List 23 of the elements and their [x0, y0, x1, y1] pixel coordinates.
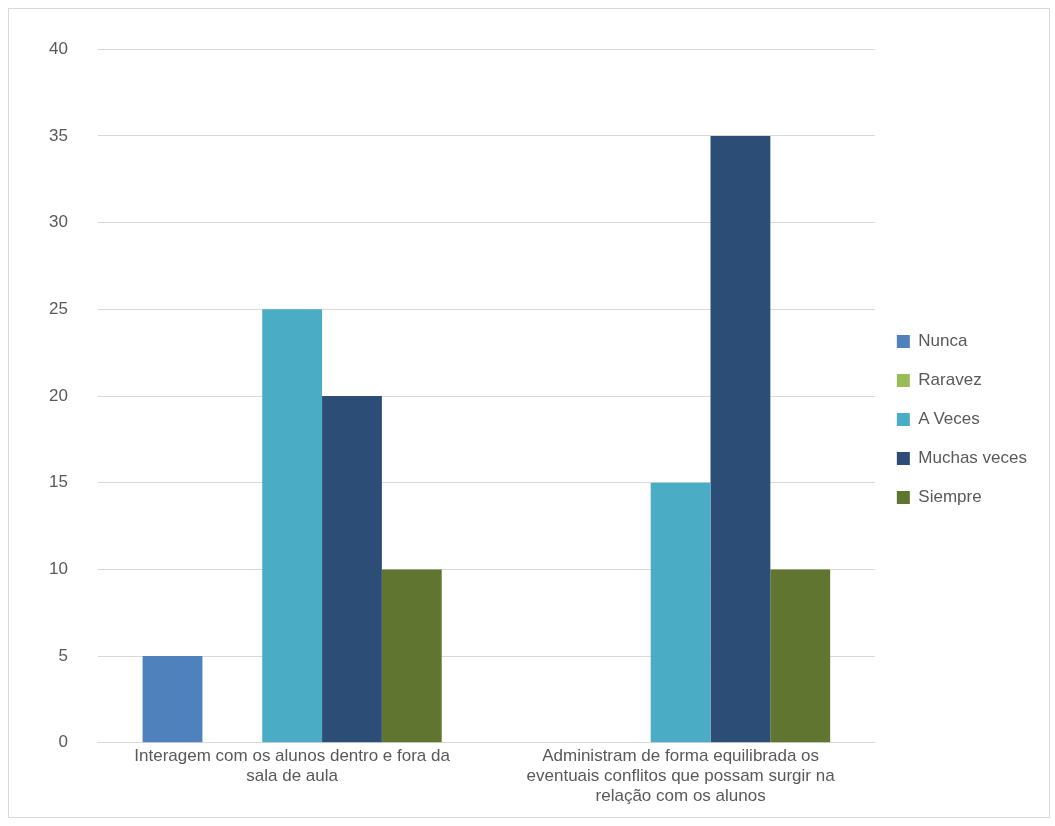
legend-label: Nunca: [918, 331, 969, 351]
x-tick-label: Interagem com os alunos dentro e fora da sala de aula: [134, 745, 451, 786]
y-tick-label: 0: [58, 732, 68, 752]
bar: [650, 482, 711, 743]
bar: [381, 569, 442, 743]
y-tick-label: 40: [48, 38, 68, 58]
legend-label: Siempre: [918, 487, 982, 507]
bar: [262, 309, 323, 743]
bar: [710, 135, 771, 743]
y-tick-label: 25: [48, 298, 68, 318]
legend-label: Raravez: [918, 370, 982, 390]
x-tick-label: Administram de forma equilibrada os eventuais conflitos que possam surgir na relação com os alunos: [526, 745, 836, 806]
y-tick-label: 10: [48, 559, 68, 579]
legend-label: Muchas veces: [918, 448, 1028, 468]
y-tick-label: 5: [58, 645, 68, 665]
y-tick-label: 20: [48, 385, 68, 405]
y-tick-label: 30: [48, 212, 68, 232]
bar: [142, 656, 203, 743]
y-tick-label: 15: [48, 472, 68, 492]
y-tick-label: 35: [48, 125, 68, 145]
bar: [770, 569, 831, 743]
bar: [322, 396, 382, 743]
legend-label: A Veces: [918, 409, 980, 429]
